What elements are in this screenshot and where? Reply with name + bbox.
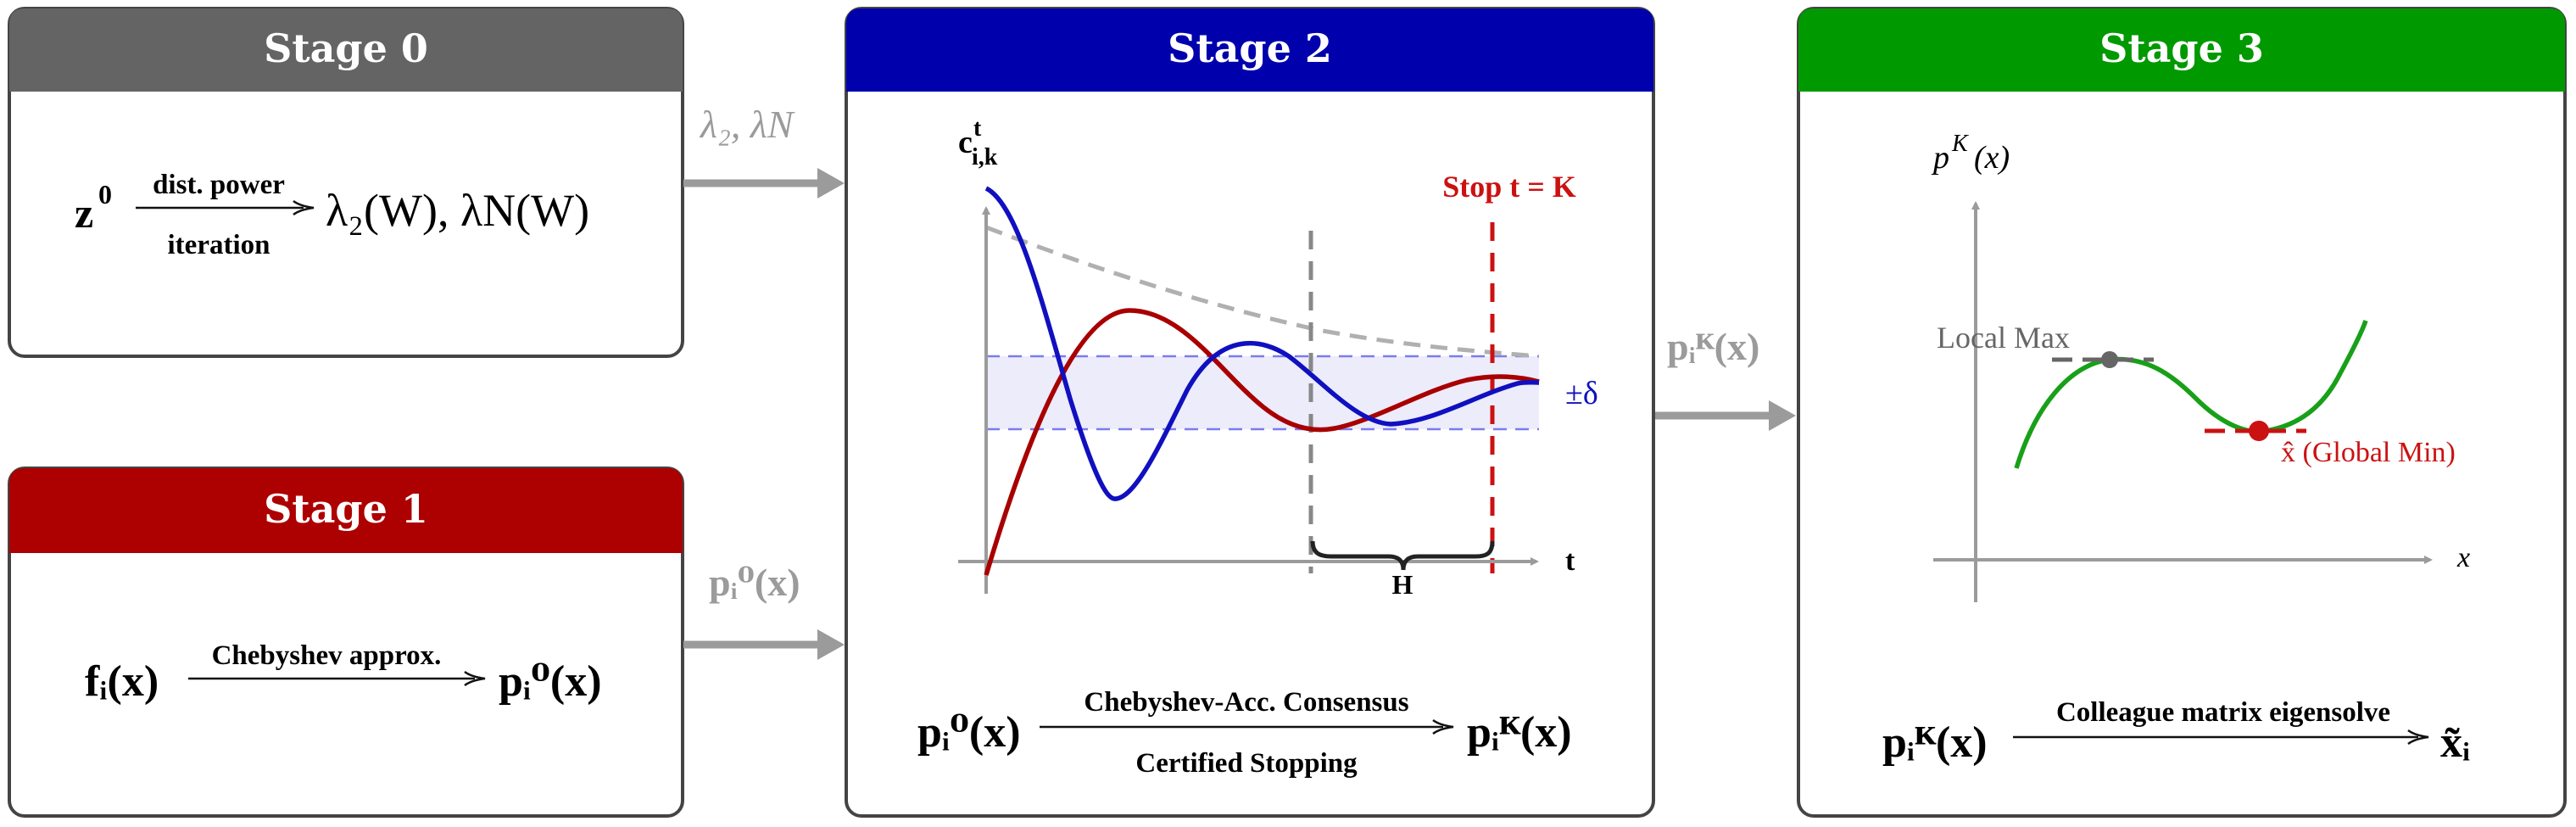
svg-text:0: 0 [98,179,112,210]
stage0-box: Stage 0 z 0 dist. power iteration λ₂(W),… [8,7,684,358]
h-brace [1310,540,1495,571]
connector-s2-label: pᵢᴷ(x) [1667,325,1759,368]
stage0-equation: z 0 dist. power iteration λ₂(W), λN(W) [75,170,589,260]
svg-text:fᵢ(x): fᵢ(x) [85,657,159,706]
y-axis-label: p [1931,140,1949,176]
svg-text:x̃ᵢ: x̃ᵢ [2440,718,2470,767]
connector-s0-s2: λ₂, λN [683,103,845,198]
svg-text:Colleague matrix eigensolve: Colleague matrix eigensolve [2056,697,2390,728]
local-max-label: Local Max [1937,321,2070,355]
svg-text:Chebyshev-Acc. Consensus: Chebyshev-Acc. Consensus [1084,687,1408,718]
stage3-equation: pᵢᴷ(x) Colleague matrix eigensolve x̃ᵢ [1882,697,2470,767]
global-min-label: x̂ (Global Min) [2281,437,2456,468]
decay-envelope [985,225,1540,359]
h-label: H [1392,569,1413,600]
svg-text:iteration: iteration [168,230,270,260]
stage1-box: Stage 1 fᵢ(x) Chebyshev approx. pᵢ⁰(x) [8,467,684,818]
red-coefficient-curve [984,308,1540,576]
polynomial-curve [2014,320,2368,469]
stage2-plot: c t i,k t Stop t = K ±δ H [958,115,1598,600]
svg-text:pᵢ⁰(x): pᵢ⁰(x) [917,708,1021,757]
svg-text:λ₂(W), λN(W): λ₂(W), λN(W) [326,185,589,236]
connector-s0-label: λ₂, λN [699,103,795,146]
stage2-header [846,8,1653,92]
svg-text:Certified Stopping: Certified Stopping [1135,748,1358,779]
connector-s1-s2: pᵢ⁰(x) [683,561,845,660]
local-max-point [2101,351,2118,368]
connector-s1-label: pᵢ⁰(x) [709,561,800,604]
svg-text:pᵢᴷ(x): pᵢᴷ(x) [1882,718,1988,767]
x-axis-label: x [2456,542,2470,573]
delta-label: ±δ [1565,376,1598,411]
svg-text:i,k: i,k [972,144,998,170]
stage1-title: Stage 1 [264,486,428,532]
stage3-header [1798,8,2565,92]
svg-text:(x): (x) [1974,140,2010,176]
stage3-title: Stage 3 [2099,25,2264,71]
svg-text:Chebyshev approx.: Chebyshev approx. [212,640,442,671]
stage0-header [9,8,683,92]
stage2-box: Stage 2 c t i,k t [845,7,1655,818]
stage2-equation: pᵢ⁰(x) Chebyshev-Acc. Consensus Certifie… [917,687,1572,779]
stop-label: Stop t = K [1442,170,1576,204]
svg-text:z: z [75,189,93,237]
svg-text:K: K [1951,131,1969,157]
stage1-equation: fᵢ(x) Chebyshev approx. pᵢ⁰(x) [85,640,602,706]
connector-s2-s3: pᵢᴷ(x) [1655,325,1796,431]
svg-text:dist. power: dist. power [153,170,285,200]
svg-text:pᵢ⁰(x): pᵢ⁰(x) [499,657,602,706]
stage1-header [9,468,683,553]
stage3-box: Stage 3 p K (x) x Local Max x̂ (Global M… [1797,7,2567,818]
global-min-point [2249,421,2269,441]
svg-text:pᵢᴷ(x): pᵢᴷ(x) [1467,708,1572,757]
stage2-title: Stage 2 [1168,25,1332,71]
blue-coefficient-curve [984,186,1540,501]
stage0-title: Stage 0 [264,25,428,71]
x-axis-label: t [1565,545,1575,577]
stage3-plot: p K (x) x Local Max x̂ (Global Min) [1931,131,2470,602]
y-axis-label: c [958,125,973,160]
svg-text:t: t [973,115,982,142]
